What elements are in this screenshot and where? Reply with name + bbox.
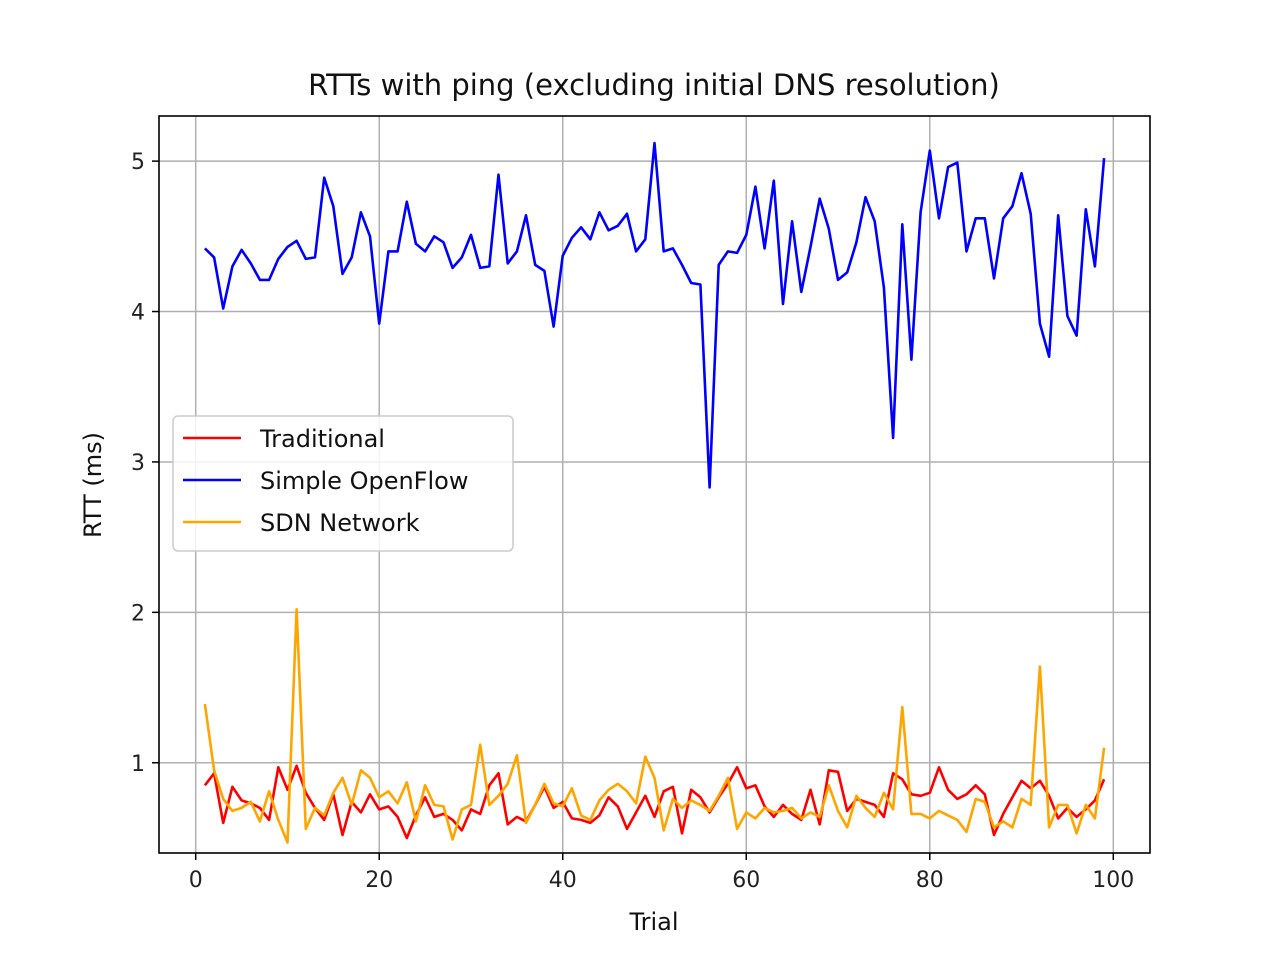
series-line-simple-openflow: [203, 141, 1106, 489]
x-axis-label: Trial: [628, 908, 678, 936]
y-tick-label: 1: [131, 752, 145, 777]
y-axis-label: RTT (ms): [79, 432, 107, 538]
legend-label-simple-openflow: Simple OpenFlow: [260, 467, 468, 495]
x-tick-label: 20: [365, 868, 393, 893]
axis-ticks: 0 20 40 60 80 100 1 2 3 4 5: [131, 150, 1134, 893]
legend: Traditional Simple OpenFlow SDN Network: [172, 415, 514, 552]
x-tick-label: 80: [916, 868, 944, 893]
x-tick-label: 60: [732, 868, 760, 893]
series-line-traditional: [203, 764, 1106, 840]
y-tick-label: 3: [131, 451, 145, 476]
chart-title: RTTs with ping (excluding initial DNS re…: [308, 68, 1000, 102]
y-tick-label: 4: [131, 301, 145, 326]
series-line-sdn-network: [203, 607, 1106, 844]
x-tick-label: 0: [189, 868, 203, 893]
plot-lines: [203, 141, 1106, 844]
plot-frame: [158, 115, 1151, 854]
y-tick-label: 2: [131, 601, 145, 626]
legend-label-sdn-network: SDN Network: [260, 509, 420, 537]
x-tick-label: 100: [1092, 868, 1134, 893]
x-tick-label: 40: [549, 868, 577, 893]
legend-box: [172, 415, 514, 552]
y-tick-label: 5: [131, 150, 145, 175]
legend-label-traditional: Traditional: [259, 425, 385, 453]
